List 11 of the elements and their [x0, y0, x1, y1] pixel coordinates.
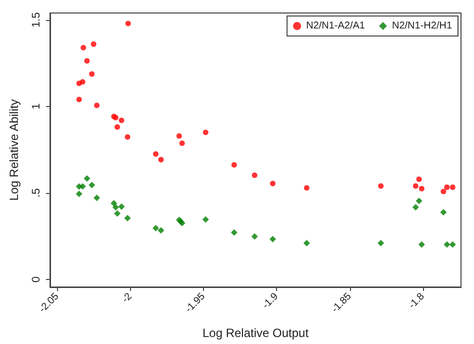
x-tick-label: -2 [120, 290, 135, 306]
legend-label: N2/N1-H2/H1 [392, 20, 452, 32]
x-tick-label: -1.8 [406, 290, 428, 312]
y-tick-label: .5 [30, 188, 42, 198]
y-tick-label: 1.5 [30, 12, 42, 28]
y-tick-label: 0 [30, 276, 42, 282]
y-tick-label: 1 [30, 103, 42, 110]
x-axis-title: Log Relative Output [202, 326, 310, 340]
x-tick-label: -1.9 [260, 290, 281, 312]
legend-label: N2/N1-A2/A1 [306, 20, 366, 32]
y-axis-title: Log Relative Ability [7, 99, 21, 201]
